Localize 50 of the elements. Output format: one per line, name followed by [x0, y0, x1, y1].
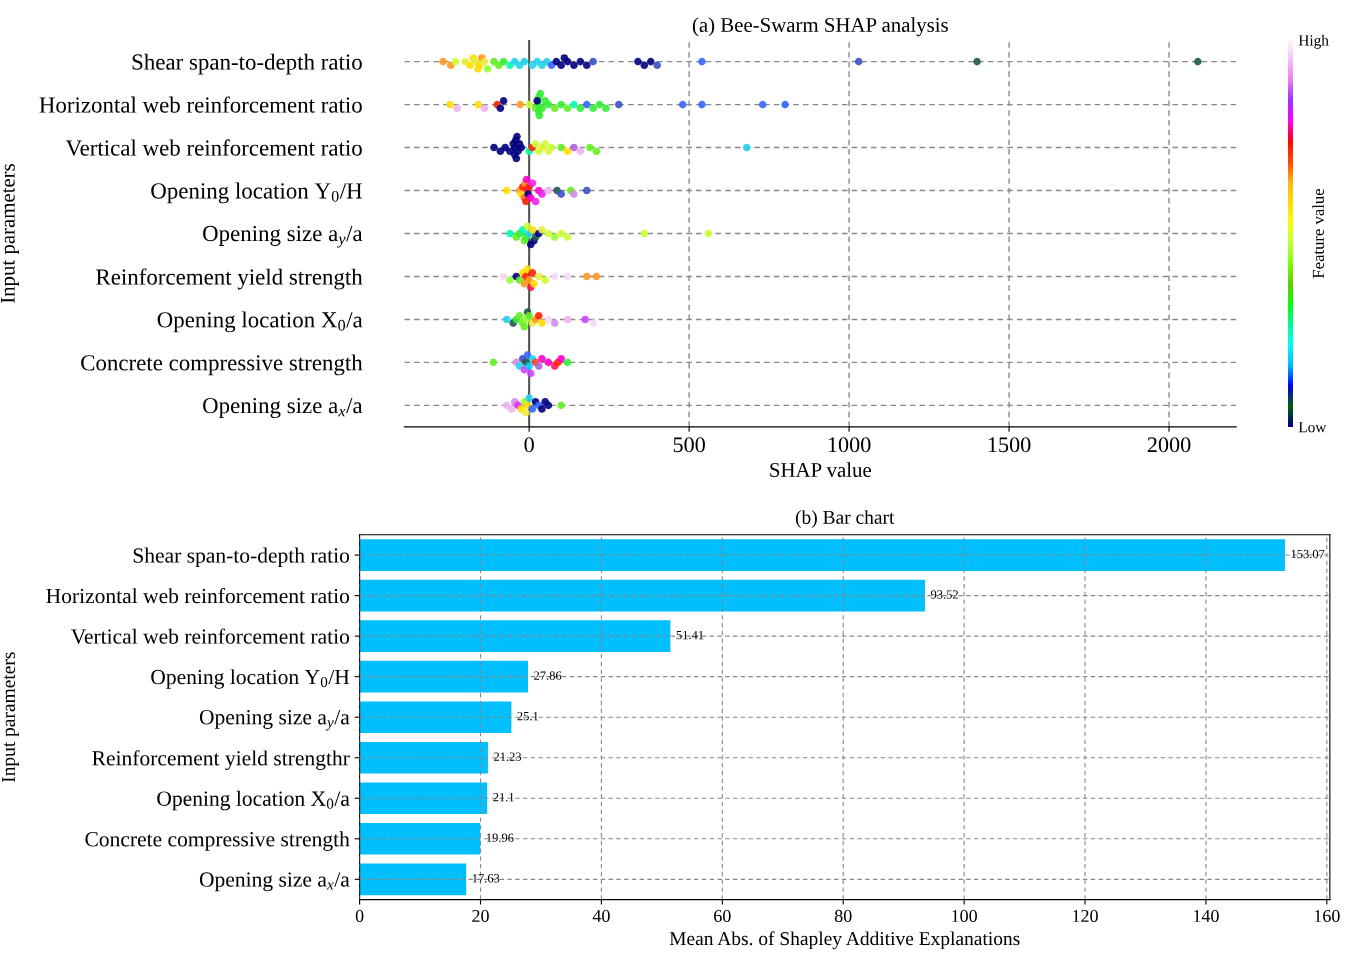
data-label: 19.96: [486, 833, 514, 842]
y-tick-label: Opening size a$_{x}$/a: [203, 397, 363, 419]
y-tick-label: Opening location Y$_{0}$/H: [151, 669, 350, 689]
y-tick-label: Reinforcement yield strengthr: [92, 750, 350, 770]
data-label: 153.07: [1291, 549, 1325, 559]
y-tick-label: Concrete compressive strength: [85, 831, 350, 851]
x-tick-label: 2000: [1147, 437, 1191, 453]
data-label: 21.23: [494, 752, 522, 761]
x-tick-label: 120: [1073, 909, 1098, 923]
x-tick-label: 100: [952, 909, 977, 923]
x-tick-label: 500: [673, 437, 705, 453]
x-tick-label: 80: [834, 909, 852, 923]
x-tick-label: 60: [714, 909, 731, 923]
y-axis-title: Input parameters: [2, 652, 19, 783]
color-bar-title: Feature value: [1312, 188, 1324, 279]
data-label: 27.86: [534, 671, 562, 680]
y-tick-label: Opening size a$_{y}$/a: [203, 225, 363, 248]
y-tick-label: Horizontal web reinforcement ratio: [39, 96, 362, 113]
x-axis-title: Mean Abs. of Shapley Additive Explanations: [669, 931, 1020, 950]
data-label: 93.52: [930, 590, 958, 599]
y-tick-label: Reinforcement yield strength: [96, 268, 363, 290]
y-tick-label: Vertical web reinforcement ratio: [65, 139, 362, 156]
y-tick-label: Opening location X$_{0}$/a: [157, 311, 363, 333]
y-tick-label: Opening size a$_{y}$/a: [199, 709, 350, 731]
y-tick-label: Vertical web reinforcement ratio: [71, 628, 350, 644]
data-label: 21.1: [493, 793, 514, 802]
x-tick-label: 140: [1193, 909, 1219, 923]
chart-title: (a) Bee-Swarm SHAP analysis: [692, 17, 948, 37]
x-tick-label: 0: [355, 909, 364, 923]
color-bar-label: Low: [1298, 422, 1327, 433]
data-label: 51.41: [676, 630, 704, 640]
y-tick-label: Horizontal web reinforcement ratio: [46, 587, 350, 604]
color-bar-label: High: [1298, 34, 1329, 49]
y-tick-label: Shear span-to-depth ratio: [133, 547, 350, 568]
x-tick-label: 40: [592, 909, 610, 923]
y-tick-label: Opening size a$_{x}$/a: [199, 872, 350, 892]
x-tick-label: 20: [472, 909, 489, 923]
x-axis-title: SHAP value: [770, 462, 871, 477]
data-label: 25.1: [517, 711, 539, 721]
data-label: 17.63: [472, 874, 500, 883]
y-tick-label: Concrete compressive strength: [81, 354, 363, 376]
y-tick-label: Opening location X$_{0}$/a: [157, 790, 350, 811]
y-tick-label: Opening location Y$_{0}$/H: [151, 182, 363, 204]
x-tick-label: 0: [524, 437, 534, 453]
y-axis-title: Input parameters: [0, 163, 19, 304]
chart-title: (b) Bar chart: [795, 510, 895, 528]
x-tick-label: 1000: [828, 437, 871, 453]
y-tick-label: Shear span-to-depth ratio: [132, 53, 362, 75]
x-tick-label: 160: [1314, 909, 1340, 923]
x-tick-label: 1500: [988, 437, 1031, 453]
